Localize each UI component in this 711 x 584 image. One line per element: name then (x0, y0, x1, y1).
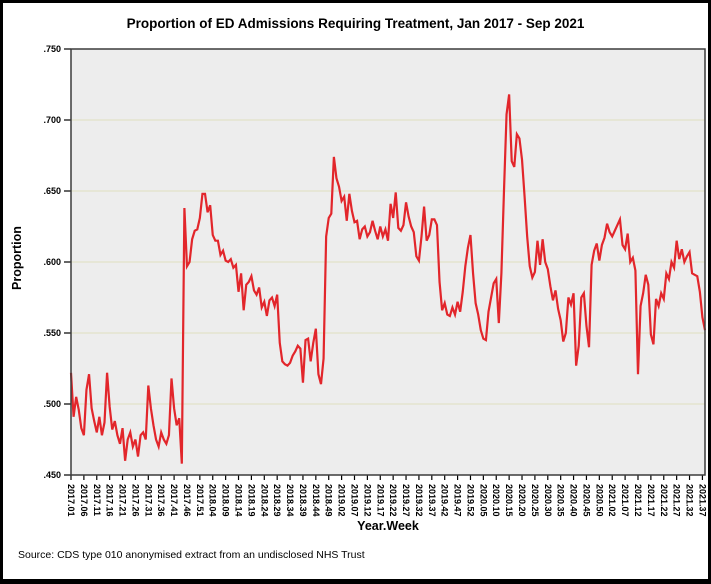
x-tick-label: 2020.40 (569, 484, 579, 517)
y-tick-label: .750 (43, 44, 61, 54)
x-tick-label: 2021.07 (620, 484, 630, 517)
y-tick-label: .450 (43, 470, 61, 480)
x-tick-label: 2019.22 (388, 484, 398, 517)
x-tick-label: 2019.32 (414, 484, 424, 517)
x-tick-label: 2018.39 (298, 484, 308, 517)
x-tick-label: 2019.27 (401, 484, 411, 517)
x-tick-label: 2019.02 (337, 484, 347, 517)
x-tick-label: 2017.06 (79, 484, 89, 517)
chart-title: Proportion of ED Admissions Requiring Tr… (126, 16, 585, 31)
x-tick-label: 2019.17 (375, 484, 385, 517)
x-tick-label: 2018.14 (234, 484, 244, 517)
x-tick-label: 2017.31 (143, 484, 153, 517)
x-tick-label: 2017.41 (169, 484, 179, 517)
x-tick-label: 2021.22 (659, 484, 669, 517)
x-tick-label: 2017.21 (118, 484, 128, 517)
x-tick-label: 2020.20 (517, 484, 527, 517)
x-tick-label: 2019.52 (465, 484, 475, 517)
x-tick-label: 2017.26 (130, 484, 140, 517)
x-tick-label: 2017.51 (195, 484, 205, 517)
x-tick-label: 2020.15 (504, 484, 514, 517)
x-tick-label: 2018.04 (208, 484, 218, 517)
x-tick-label: 2019.12 (362, 484, 372, 517)
x-tick-label: 2018.49 (324, 484, 334, 517)
y-tick-label: .600 (43, 257, 61, 267)
y-tick-label: .700 (43, 115, 61, 125)
x-tick-label: 2021.17 (646, 484, 656, 517)
plot-frame (70, 48, 706, 476)
x-tick-label: 2021.32 (685, 484, 695, 517)
x-tick-label: 2020.30 (543, 484, 553, 517)
y-axis-title: Proportion (10, 226, 24, 290)
x-tick-label: 2020.25 (530, 484, 540, 517)
x-tick-label: 2020.05 (478, 484, 488, 517)
data-series-line (69, 94, 707, 464)
source-note: Source: CDS type 010 anonymised extract … (18, 549, 365, 561)
x-tick-label: 2018.09 (221, 484, 231, 517)
y-tick-label: .550 (43, 328, 61, 338)
y-tick-label: .650 (43, 186, 61, 196)
x-tick-label: 2019.42 (440, 484, 450, 517)
x-tick-label: 2021.02 (607, 484, 617, 517)
x-tick-label: 2018.24 (259, 484, 269, 517)
x-tick-label: 2018.19 (246, 484, 256, 517)
x-tick-label: 2017.46 (182, 484, 192, 517)
x-tick-label: 2018.44 (311, 484, 321, 517)
x-tick-label: 2019.07 (349, 484, 359, 517)
x-tick-label: 2021.12 (633, 484, 643, 517)
x-tick-label: 2018.34 (285, 484, 295, 517)
x-tick-label: 2017.16 (105, 484, 115, 517)
x-tick-label: 2020.50 (594, 484, 604, 517)
y-tick-label: .500 (43, 399, 61, 409)
x-tick-label: 2021.27 (672, 484, 682, 517)
x-tick-label: 2019.37 (427, 484, 437, 517)
x-tick-label: 2018.29 (272, 484, 282, 517)
x-tick-label: 2019.47 (453, 484, 463, 517)
x-tick-label: 2017.11 (92, 484, 102, 516)
x-tick-label: 2020.10 (491, 484, 501, 517)
x-tick-label: 2020.45 (581, 484, 591, 517)
x-axis-title: Year.Week (357, 519, 419, 533)
x-tick-label: 2021.37 (697, 484, 707, 517)
x-tick-label: 2017.36 (156, 484, 166, 517)
x-tick-label: 2017.01 (66, 484, 76, 517)
x-tick-label: 2020.35 (556, 484, 566, 517)
